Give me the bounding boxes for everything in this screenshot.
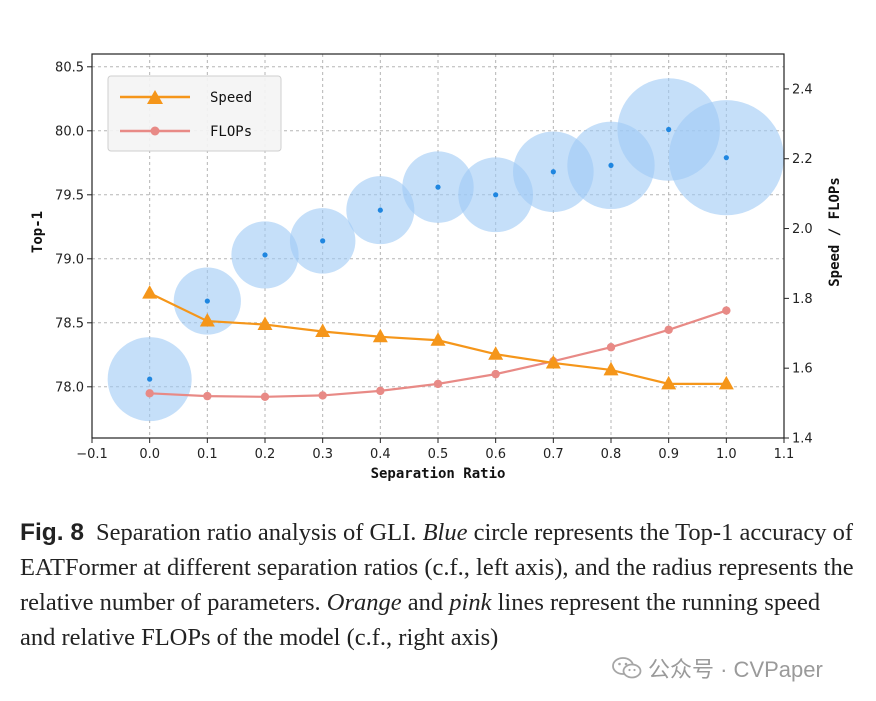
top1-bubbles [107, 78, 784, 422]
y2-tick-label: 1.4 [792, 432, 813, 447]
top1-point [608, 162, 614, 168]
flops-marker [145, 389, 154, 398]
speed-marker [199, 313, 215, 327]
flops-marker [491, 369, 500, 379]
y-tick-label: 79.0 [55, 252, 84, 267]
y-tick-label: 80.0 [55, 124, 84, 139]
y2-tick-label: 2.2 [792, 152, 813, 167]
top1-point [377, 207, 383, 213]
top1-point [320, 238, 326, 244]
y-tick-label: 80.5 [55, 60, 84, 75]
legend-speed-marker [147, 90, 163, 104]
x-tick-label: 1.0 [716, 447, 737, 462]
top1-point [493, 192, 499, 198]
caption-orange: Orange [326, 589, 402, 616]
flops-marker [664, 325, 673, 334]
x-tick-label: 0.7 [543, 447, 564, 462]
x-tick-label: 0.9 [658, 447, 679, 462]
speed-marker [315, 323, 331, 338]
y-tick-label: 78.0 [55, 380, 84, 395]
caption-pink: pink [449, 589, 492, 616]
x-tick-label: 1.1 [774, 447, 795, 462]
flops-marker [376, 386, 385, 396]
x-tick-label: 0.5 [428, 447, 449, 462]
legend-speed-label: Speed [210, 90, 252, 106]
y2-tick-label: 1.8 [792, 292, 813, 307]
legend: Speed FLOPs [107, 75, 282, 152]
top1-point [723, 155, 729, 161]
flops-marker [722, 306, 731, 315]
top1-point [147, 376, 153, 382]
x-tick-label: 0.3 [312, 447, 333, 462]
x-tick-label: 0.1 [197, 447, 218, 462]
axes: −0.1 0.0 0.1 0.2 0.3 0.4 0.5 0.6 0.7 0.8 0.9 1.0 1.1… [55, 60, 813, 462]
legend-flops-marker [150, 126, 160, 136]
legend-flops-label: FLOPs [210, 124, 252, 140]
caption-blue: Blue [422, 519, 468, 546]
line-series [142, 285, 734, 402]
wechat-icon [612, 657, 642, 679]
top1-point [204, 298, 210, 304]
watermark: 公众号 · CVPaper [612, 652, 823, 684]
y-tick-label: 79.5 [55, 188, 84, 203]
top1-point [435, 184, 441, 190]
caption-text-3: and [401, 589, 450, 616]
x-tick-label: 0.4 [370, 447, 391, 462]
top1-point [666, 126, 672, 133]
caption-text-2: circle represents the Top-1 accuracy of … [20, 519, 854, 616]
x-axis-title: Separation Ratio [371, 466, 506, 482]
y2-tick-label: 2.0 [792, 222, 813, 237]
caption-text-1: Separation ratio analysis of GLI. [95, 519, 423, 546]
y2-tick-label: 2.4 [792, 82, 813, 97]
speed-marker [718, 375, 734, 390]
chart: −0.1 0.0 0.1 0.2 0.3 0.4 0.5 0.6 0.7 0.8 0.9 1.0 1.1… [30, 53, 843, 482]
caption-label: Fig. 8 [20, 519, 84, 546]
x-tick-label: 0.6 [485, 447, 506, 462]
flops-marker [203, 391, 212, 401]
top1-point [550, 169, 556, 175]
figure-caption: Fig. 8 Separation ratio analysis of GLI. … [20, 515, 860, 655]
top1-point [262, 252, 268, 258]
watermark-text: 公众号 · CVPaper [648, 657, 823, 682]
flops-marker [260, 392, 270, 402]
flops-marker [433, 379, 443, 389]
x-tick-label: 0.0 [139, 447, 160, 462]
speed-marker [603, 361, 619, 376]
speed-marker [142, 285, 158, 299]
flops-marker [318, 391, 327, 400]
y2-tick-label: 1.6 [792, 362, 813, 377]
y2-axis-title: Speed / FLOPs [827, 177, 843, 287]
y-axis-title: Top-1 [30, 211, 46, 253]
x-tick-label: 0.8 [601, 447, 622, 462]
x-tick-label: −0.1 [76, 447, 108, 462]
speed-marker [430, 332, 446, 346]
speed-marker [488, 346, 504, 360]
speed-marker [372, 328, 388, 343]
speed-marker [545, 354, 561, 369]
caption-text-4: lines represent the running speed and re… [20, 589, 821, 651]
speed-marker [661, 375, 677, 390]
speed-marker [257, 316, 273, 331]
x-tick-label: 0.2 [255, 447, 276, 462]
flops-marker [606, 343, 616, 352]
y-tick-label: 78.5 [55, 316, 84, 331]
legend-box [107, 75, 282, 152]
